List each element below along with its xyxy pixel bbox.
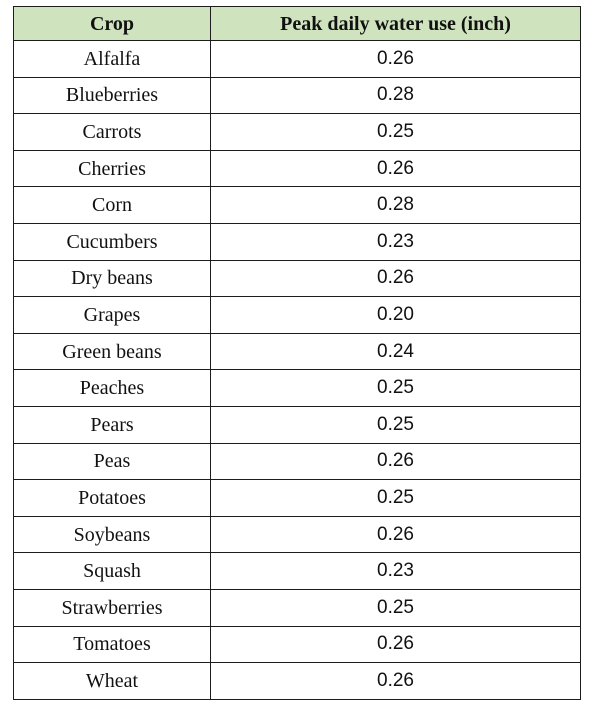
crop-cell: Squash	[13, 552, 211, 590]
water-use-cell: 0.25	[210, 405, 581, 444]
table-row: Dry beans 0.26	[13, 259, 581, 298]
water-use-cell: 0.28	[210, 76, 581, 115]
table-row: Alfalfa 0.26	[13, 40, 581, 78]
header-row: Crop Peak daily water use (inch)	[13, 6, 581, 41]
water-use-cell: 0.20	[210, 296, 581, 334]
crop-cell: Peaches	[13, 369, 211, 407]
table-row: Cucumbers 0.23	[13, 222, 581, 261]
water-use-cell: 0.26	[210, 442, 581, 481]
water-use-cell: 0.26	[210, 515, 581, 554]
table-row: Grapes 0.20	[13, 296, 581, 334]
water-use-cell: 0.23	[210, 552, 581, 590]
table-row: Squash 0.23	[13, 552, 581, 590]
table-row: Peas 0.26	[13, 442, 581, 481]
water-use-cell: 0.24	[210, 332, 581, 371]
crop-cell: Soybeans	[13, 515, 211, 554]
water-use-cell: 0.25	[210, 369, 581, 407]
crop-cell: Pears	[13, 405, 211, 444]
crop-cell: Alfalfa	[13, 40, 211, 78]
water-use-cell: 0.25	[210, 113, 581, 151]
water-use-cell: 0.28	[210, 186, 581, 224]
table-row: Green beans 0.24	[13, 332, 581, 371]
table-row: Peaches 0.25	[13, 369, 581, 407]
table-row: Strawberries 0.25	[13, 588, 581, 627]
water-use-cell: 0.26	[210, 662, 581, 700]
table-row: Potatoes 0.25	[13, 479, 581, 517]
crop-cell: Dry beans	[13, 259, 211, 298]
crop-water-use-table-container: Crop Peak daily water use (inch) Alfalfa…	[13, 6, 581, 700]
water-use-cell: 0.26	[210, 149, 581, 188]
crop-cell: Potatoes	[13, 479, 211, 517]
water-use-cell: 0.25	[210, 479, 581, 517]
header-crop: Crop	[13, 6, 211, 41]
crop-cell: Tomatoes	[13, 625, 211, 664]
water-use-cell: 0.23	[210, 222, 581, 261]
crop-cell: Peas	[13, 442, 211, 481]
water-use-cell: 0.26	[210, 625, 581, 664]
table-row: Carrots 0.25	[13, 113, 581, 151]
table-row: Blueberries 0.28	[13, 76, 581, 115]
table-row: Wheat 0.26	[13, 662, 581, 700]
crop-cell: Grapes	[13, 296, 211, 334]
crop-cell: Strawberries	[13, 588, 211, 627]
table-header: Crop Peak daily water use (inch)	[13, 6, 581, 41]
table-row: Pears 0.25	[13, 405, 581, 444]
table-row: Corn 0.28	[13, 186, 581, 224]
crop-water-use-table: Crop Peak daily water use (inch) Alfalfa…	[13, 6, 581, 700]
table-body: Alfalfa 0.26 Blueberries 0.28 Carrots 0.25 …	[13, 40, 581, 700]
crop-cell: Wheat	[13, 662, 211, 700]
crop-cell: Green beans	[13, 332, 211, 371]
crop-cell: Corn	[13, 186, 211, 224]
table-row: Tomatoes 0.26	[13, 625, 581, 664]
header-water-use: Peak daily water use (inch)	[210, 6, 581, 41]
water-use-cell: 0.26	[210, 40, 581, 78]
crop-cell: Cherries	[13, 149, 211, 188]
table-row: Soybeans 0.26	[13, 515, 581, 554]
water-use-cell: 0.25	[210, 588, 581, 627]
crop-cell: Cucumbers	[13, 222, 211, 261]
crop-cell: Carrots	[13, 113, 211, 151]
water-use-cell: 0.26	[210, 259, 581, 298]
crop-cell: Blueberries	[13, 76, 211, 115]
table-row: Cherries 0.26	[13, 149, 581, 188]
